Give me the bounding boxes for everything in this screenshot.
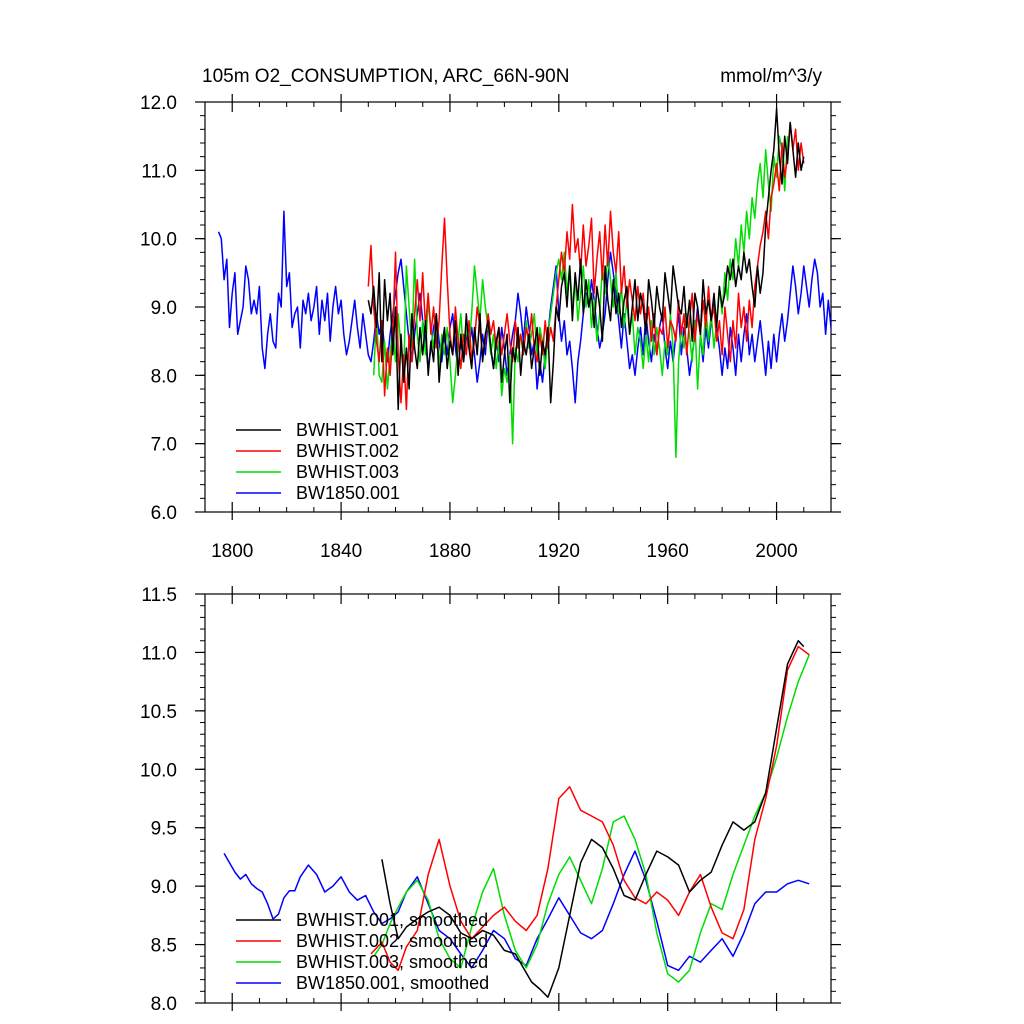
top-x-tick-label: 2000 bbox=[755, 541, 797, 562]
bottom-legend-label-bwhist-001: BWHIST.001, smoothed bbox=[296, 910, 488, 930]
top-x-tick-label: 1960 bbox=[647, 541, 689, 562]
top-y-tick-label: 9.0 bbox=[151, 298, 177, 319]
bottom-y-tick-label: 8.5 bbox=[151, 936, 177, 957]
bottom-panel: 8.0 8.5 9.0 9.5 10.0 10.5 11.0 11.5 BWHIST.001,… bbox=[140, 585, 841, 1015]
top-x-tick-label: 1880 bbox=[429, 541, 471, 562]
chart-units: mmol/m^3/y bbox=[720, 66, 822, 87]
top-panel: 105m O2_CONSUMPTION, ARC_66N-90N mmol/m^… bbox=[140, 66, 841, 562]
bottom-y-tick-label: 10.5 bbox=[140, 702, 177, 723]
bottom-y-tick-label: 11.5 bbox=[141, 585, 177, 606]
bottom-series-bwhist-001 bbox=[381, 639, 805, 998]
bottom-y-tick-label: 8.0 bbox=[151, 994, 177, 1015]
top-series-bw1850-001 bbox=[217, 210, 831, 404]
bottom-y-tick-label: 9.0 bbox=[151, 877, 177, 898]
bottom-legend-label-bwhist-002: BWHIST.002, smoothed bbox=[296, 931, 488, 951]
top-series-bwhist-003 bbox=[372, 135, 789, 459]
top-x-tick-label: 1800 bbox=[211, 541, 253, 562]
top-series-group bbox=[217, 108, 831, 459]
top-series-bwhist-002 bbox=[367, 121, 805, 411]
top-y-tick-label: 8.0 bbox=[151, 366, 177, 387]
bottom-y-tick-label: 9.5 bbox=[151, 819, 177, 840]
top-legend-label-bw1850-001: BW1850.001 bbox=[296, 483, 400, 503]
bottom-axes: 8.0 8.5 9.0 9.5 10.0 10.5 11.0 11.5 bbox=[140, 585, 841, 1015]
bottom-legend-label-bwhist-003: BWHIST.003, smoothed bbox=[296, 952, 488, 972]
bottom-legend-label-bw1850-001: BW1850.001, smoothed bbox=[296, 973, 489, 993]
top-series-bwhist-001 bbox=[367, 108, 805, 411]
top-legend-label-bwhist-001: BWHIST.001 bbox=[296, 420, 399, 440]
bottom-series-bwhist-003 bbox=[373, 654, 810, 983]
bottom-y-tick-label: 11.0 bbox=[141, 643, 177, 664]
top-legend-label-bwhist-003: BWHIST.003 bbox=[296, 462, 399, 482]
top-y-tick-label: 7.0 bbox=[151, 435, 177, 456]
top-y-tick-label: 11.0 bbox=[141, 161, 177, 182]
top-y-tick-label: 10.0 bbox=[140, 230, 177, 251]
top-legend-label-bwhist-002: BWHIST.002 bbox=[296, 441, 399, 461]
top-x-tick-label: 1920 bbox=[538, 541, 580, 562]
bottom-series-group bbox=[223, 639, 810, 998]
bottom-y-tick-label: 10.0 bbox=[140, 760, 177, 781]
bottom-series-bwhist-002 bbox=[370, 645, 810, 972]
top-axes: 1800 1840 1880 1920 1960 2000 6.0 7.0 8.0 9.0 10.0… bbox=[140, 93, 841, 562]
top-y-tick-label: 12.0 bbox=[140, 93, 177, 114]
bottom-plot-frame bbox=[204, 593, 832, 1004]
chart-title: 105m O2_CONSUMPTION, ARC_66N-90N bbox=[202, 66, 569, 87]
top-x-tick-label: 1840 bbox=[320, 541, 362, 562]
top-y-tick-label: 6.0 bbox=[151, 503, 177, 524]
